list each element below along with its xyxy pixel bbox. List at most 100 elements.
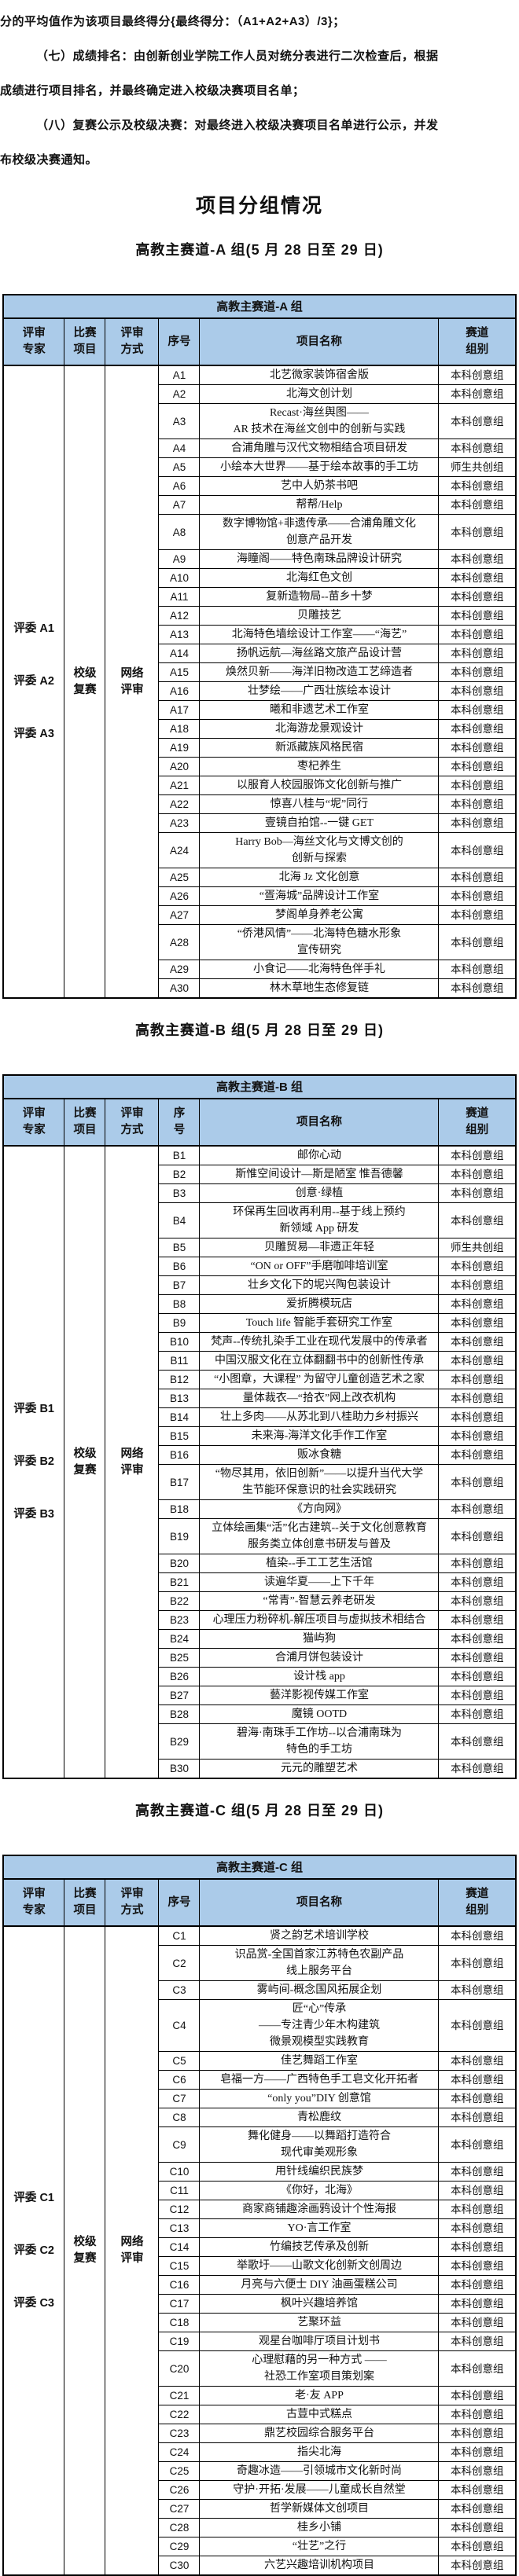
row-name: 北海文创计划 bbox=[199, 384, 440, 404]
row-name: 焕然贝新——海洋旧物改造工艺缔造者 bbox=[199, 662, 440, 682]
col-header-track: 赛道 组别 bbox=[438, 1878, 517, 1927]
row-no: A26 bbox=[158, 886, 201, 906]
row-track: 本科创意组 bbox=[438, 1165, 517, 1184]
group-tables-container: 高教主赛道-A 组(5 月 28 日至 29 日) 高教主赛道-A 组评审 专家比… bbox=[0, 239, 519, 2576]
row-no: C1 bbox=[158, 1925, 201, 1946]
group-section: 高教主赛道-A 组(5 月 28 日至 29 日) 高教主赛道-A 组评审 专家比… bbox=[0, 239, 519, 999]
row-name: “小图章，大课程” 为留守儿童创造艺术之家 bbox=[199, 1370, 440, 1389]
row-name: 合浦角雕与汉代文物相结合项目研发 bbox=[199, 439, 440, 458]
row-no: C2 bbox=[158, 1945, 201, 1981]
table-row: A17 曦和非遗艺术工作室 本科创意组 bbox=[3, 700, 517, 720]
table-row: 评委 B1 评委 B2 评委 B3 校级 复赛 网络 评审 B1 邮你心动 本科创意组 bbox=[2, 1145, 517, 1779]
row-no: C23 bbox=[158, 2424, 201, 2443]
expert-label: 评委 A1 bbox=[13, 622, 54, 635]
expert-cell: 评委 A1 评委 A2 评委 A3 bbox=[2, 365, 65, 999]
row-track: 本科创意组 bbox=[438, 403, 517, 439]
row-no: A9 bbox=[158, 549, 201, 569]
table-row: B4 环保再生回收再利用--基于线上预约 新领域 App 研发 本科创意组 bbox=[3, 1202, 517, 1238]
row-track: 本科创意组 bbox=[438, 1407, 517, 1427]
table-title: 高教主赛道-A 组 bbox=[2, 294, 517, 319]
row-no: A22 bbox=[158, 794, 201, 814]
row-track: 本科创意组 bbox=[438, 2442, 517, 2462]
col-header-name: 项目名称 bbox=[199, 1878, 440, 1927]
col-header-method: 评审 方式 bbox=[105, 1098, 160, 1147]
row-no: A29 bbox=[158, 960, 201, 979]
row-no: C28 bbox=[158, 2518, 201, 2537]
table-row: B16 贩冰食糖 本科创意组 bbox=[3, 1445, 517, 1465]
row-track: 本科创意组 bbox=[438, 2537, 517, 2556]
row-name: 守护·开拓·发展——儿童成长自然堂 bbox=[199, 2480, 440, 2500]
row-name: 壮上多肉——从苏北到八桂助力乡村振兴 bbox=[199, 1407, 440, 1427]
intro-line: 分的平均值作为该项目最终得分{最终得分：（A1+A2+A3）/3}； bbox=[0, 15, 345, 28]
row-name: 《你好，北海》 bbox=[199, 2181, 440, 2200]
row-name: 北海特色墙绘设计工作室——“海艺” bbox=[199, 625, 440, 644]
row-no: A24 bbox=[158, 832, 201, 868]
row-name: 艺中人奶茶书吧 bbox=[199, 476, 440, 496]
row-name: 魔镜 OOTD bbox=[199, 1704, 440, 1724]
row-name: 曦和非遗艺术工作室 bbox=[199, 700, 440, 720]
row-track: 本科创意组 bbox=[438, 1980, 517, 2000]
table-row: A30 林木草地生态修复链 本科创意组 bbox=[3, 978, 517, 999]
intro-line: 布校级决赛通知。 bbox=[0, 153, 98, 167]
row-track: 师生共创组 bbox=[438, 1238, 517, 1257]
row-no: C12 bbox=[158, 2200, 201, 2219]
row-track: 本科创意组 bbox=[438, 1759, 517, 1779]
table-row: C13 YO·言工作室 本科创意组 bbox=[3, 2218, 517, 2238]
row-no: A2 bbox=[158, 384, 201, 404]
row-name: 竹编技艺传承及创新 bbox=[199, 2237, 440, 2257]
method-cell: 网络 评审 bbox=[105, 365, 160, 999]
table-title: 高教主赛道-C 组 bbox=[2, 1855, 517, 1880]
row-no: B23 bbox=[158, 1610, 201, 1630]
table-row: C22 古荳中式糕点 本科创意组 bbox=[3, 2405, 517, 2424]
stage-cell: 校级 复赛 bbox=[64, 1925, 106, 2576]
row-no: B13 bbox=[158, 1389, 201, 1408]
row-name: 雾屿间-概念国风拓展企划 bbox=[199, 1980, 440, 2000]
row-track: 本科创意组 bbox=[438, 1426, 517, 1446]
page-title: 项目分组情况 bbox=[195, 195, 323, 217]
row-name: Recast·海丝舆图—— AR 技术在海丝文创中的创新与实践 bbox=[199, 403, 440, 439]
row-track: 本科创意组 bbox=[438, 568, 517, 588]
intro-line: 成绩进行项目排名，并最终确定进入校级决赛项目名单； bbox=[0, 84, 305, 97]
table-row: A19 新派藏族风格民宿 本科创意组 bbox=[3, 738, 517, 758]
group-subtitle: 高教主赛道-B 组(5 月 28 日至 29 日) bbox=[134, 1022, 385, 1038]
row-no: B20 bbox=[158, 1554, 201, 1573]
table-row: B17 “物尽其用，依旧创新”——以提升当代大学 生节能环保意识的社会实践研究 本科… bbox=[3, 1464, 517, 1500]
row-no: A13 bbox=[158, 625, 201, 644]
row-track: 本科创意组 bbox=[438, 2162, 517, 2182]
method-cell: 网络 评审 bbox=[105, 1925, 160, 2576]
table-row: B15 未来海-海洋文化手作工作室 本科创意组 bbox=[3, 1426, 517, 1446]
row-name: 桂乡小铺 bbox=[199, 2518, 440, 2537]
row-no: A28 bbox=[158, 924, 201, 960]
row-track: 本科创意组 bbox=[438, 1499, 517, 1519]
table-title: 高教主赛道-B 组 bbox=[2, 1074, 517, 1099]
row-name: Touch life 智能手套研究工作室 bbox=[199, 1313, 440, 1333]
table-row: B22 “常青”-智慧云养老研发 本科创意组 bbox=[3, 1591, 517, 1611]
row-no: C27 bbox=[158, 2499, 201, 2519]
row-name: 梦阁单身养老公寓 bbox=[199, 905, 440, 925]
row-name: Harry Bob—海丝文化与文博文创的 创新与探索 bbox=[199, 832, 440, 868]
row-track: 本科创意组 bbox=[438, 1591, 517, 1611]
stage-cell: 校级 复赛 bbox=[64, 1145, 106, 1779]
row-no: C10 bbox=[158, 2162, 201, 2182]
group-subtitle: 高教主赛道-C 组(5 月 28 日至 29 日) bbox=[134, 1803, 385, 1818]
row-name: “物尽其用，依旧创新”——以提升当代大学 生节能环保意识的社会实践研究 bbox=[199, 1464, 440, 1500]
row-name: 心理慰藉的另一种方式 —— 社恐工作室项目策划案 bbox=[199, 2350, 440, 2387]
row-track: 本科创意组 bbox=[438, 2386, 517, 2405]
row-track: 本科创意组 bbox=[438, 384, 517, 404]
table-row: A21 以服育人校园服饰文化创新与推广 本科创意组 bbox=[3, 776, 517, 795]
row-no: A27 bbox=[158, 905, 201, 925]
row-track: 本科创意组 bbox=[438, 2256, 517, 2276]
row-name: 邮你心动 bbox=[199, 1145, 440, 1165]
row-no: B11 bbox=[158, 1351, 201, 1371]
row-name: 枫叶兴趣培养馆 bbox=[199, 2294, 440, 2314]
expert-label: 评委 A3 bbox=[13, 728, 54, 740]
table-row: B13 量体裁衣—“拾衣”网上改衣机构 本科创意组 bbox=[3, 1389, 517, 1408]
table-row: A18 北海游龙景观设计 本科创意组 bbox=[3, 719, 517, 739]
row-track: 本科创意组 bbox=[438, 2108, 517, 2127]
row-name: 梵声--传统扎染手工业在现代发展中的传承者 bbox=[199, 1332, 440, 1352]
row-no: B17 bbox=[158, 1464, 201, 1500]
table-row: B26 设计栈 app 本科创意组 bbox=[3, 1667, 517, 1686]
table-row: A10 北海红色文创 本科创意组 bbox=[3, 568, 517, 588]
row-track: 本科创意组 bbox=[438, 2181, 517, 2200]
table-row: C24 指尖北海 本科创意组 bbox=[3, 2442, 517, 2462]
